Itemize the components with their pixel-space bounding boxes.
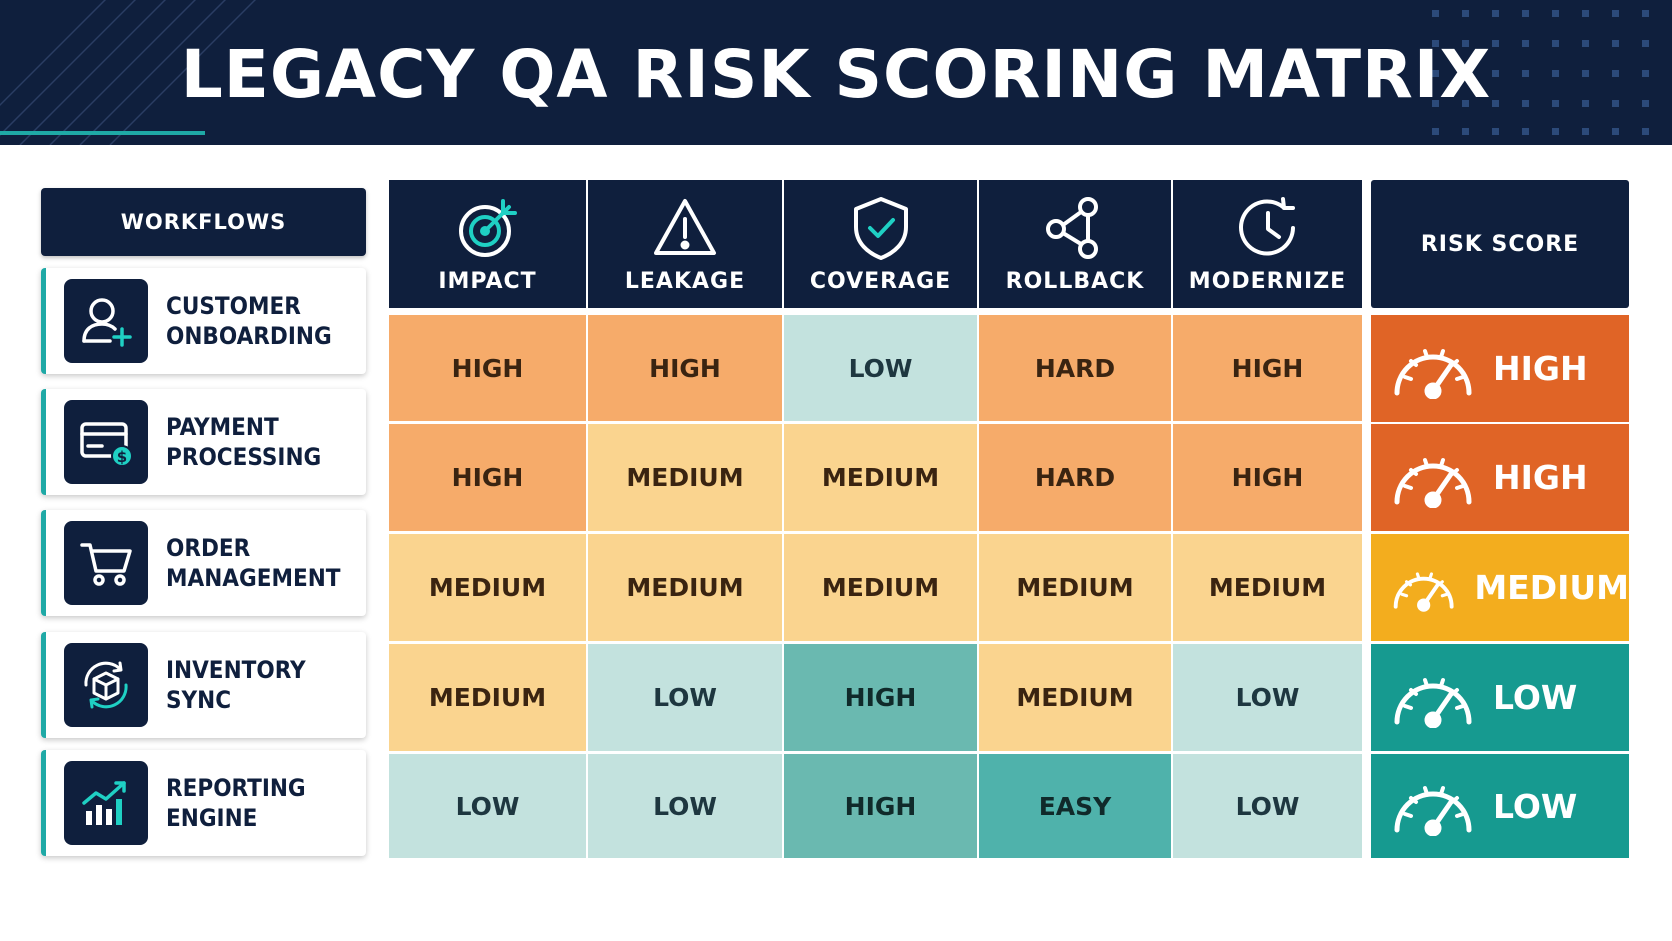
user-add-icon [64, 279, 148, 363]
column-label: MODERNIZE [1188, 269, 1347, 294]
gauge-icon [1394, 457, 1472, 508]
share-nodes-icon [1046, 197, 1098, 259]
workflow-label: INVENTORY SYNC [166, 656, 306, 714]
matrix-cell-r1-modernize: HIGH [1173, 315, 1362, 421]
banner-stripes-decoration [0, 0, 257, 145]
page-title: LEGACY QA RISK SCORING MATRIX [180, 36, 1492, 113]
gauge-icon [1394, 348, 1472, 399]
workflow-card-customer-onboarding: CUSTOMER ONBOARDING [41, 268, 366, 374]
workflow-label: CUSTOMER ONBOARDING [166, 292, 332, 350]
shield-check-icon [853, 197, 908, 260]
matrix-cell-r5-rollback: EASY [979, 754, 1171, 858]
risk-score-row3: MEDIUM [1371, 534, 1629, 641]
workflow-label: ORDER MANAGEMENT [166, 534, 341, 592]
column-header-impact: IMPACT [389, 180, 586, 308]
workflow-card-inventory-sync: INVENTORY SYNC [41, 632, 366, 738]
matrix-cell-r4-impact: MEDIUM [389, 644, 586, 751]
credit-card-dollar-icon: $ [64, 400, 148, 484]
svg-text:$: $ [117, 448, 127, 466]
matrix-cell-r2-modernize: HIGH [1173, 424, 1362, 531]
matrix-cell-r1-rollback: HARD [979, 315, 1171, 421]
matrix-cell-r1-impact: HIGH [389, 315, 586, 421]
title-banner: LEGACY QA RISK SCORING MATRIX [0, 0, 1672, 145]
matrix-cell-r5-modernize: LOW [1173, 754, 1362, 858]
matrix-cell-r3-impact: MEDIUM [389, 534, 586, 641]
shopping-cart-icon [64, 521, 148, 605]
cube-sync-icon [64, 643, 148, 727]
matrix-cell-r2-leakage: MEDIUM [588, 424, 782, 531]
risk-score-value: LOW [1493, 678, 1578, 717]
bar-chart-trend-icon [64, 761, 148, 845]
workflow-label: PAYMENT PROCESSING [166, 413, 322, 471]
matrix-cell-r3-rollback: MEDIUM [979, 534, 1171, 641]
column-label: LEAKAGE [624, 269, 746, 294]
risk-score-value: MEDIUM [1474, 568, 1629, 607]
risk-score-value: HIGH [1493, 458, 1588, 497]
matrix-cell-r1-coverage: LOW [784, 315, 977, 421]
gauge-icon [1393, 571, 1454, 612]
risk-score-value: HIGH [1493, 349, 1588, 388]
risk-score-value: LOW [1493, 786, 1578, 826]
workflow-card-reporting-engine: REPORTING ENGINE [41, 750, 366, 856]
matrix-cell-r1-leakage: HIGH [588, 315, 782, 421]
column-label: IMPACT [438, 269, 537, 294]
matrix-cell-r3-modernize: MEDIUM [1173, 534, 1362, 641]
risk-score-row4: LOW [1371, 644, 1629, 751]
banner-dots-decoration [1432, 10, 1649, 135]
matrix-cell-r2-rollback: HARD [979, 424, 1171, 531]
matrix-cell-r4-rollback: MEDIUM [979, 644, 1171, 751]
banner-accent-line [0, 131, 205, 135]
warning-triangle-icon [654, 199, 716, 255]
workflow-label: REPORTING ENGINE [166, 774, 306, 832]
matrix-cell-r3-coverage: MEDIUM [784, 534, 977, 641]
risk-score-row1: HIGH [1371, 315, 1629, 422]
workflow-card-order-management: ORDER MANAGEMENT [41, 510, 366, 616]
matrix-cell-r4-modernize: LOW [1173, 644, 1362, 751]
matrix-cell-r5-impact: LOW [389, 754, 586, 858]
gauge-icon [1394, 677, 1472, 728]
matrix-cell-r4-coverage: HIGH [784, 644, 977, 751]
column-label: ROLLBACK [1005, 269, 1145, 294]
risk-score-row2: HIGH [1371, 424, 1629, 531]
gauge-icon [1394, 786, 1472, 836]
column-header-modernize: MODERNIZE [1173, 180, 1362, 308]
risk-score-header: RISK SCORE [1371, 180, 1629, 308]
matrix-cell-r2-coverage: MEDIUM [784, 424, 977, 531]
risk-score-row5: LOW [1371, 754, 1629, 858]
column-header-leakage: LEAKAGE [588, 180, 782, 308]
matrix-cell-r5-coverage: HIGH [784, 754, 977, 858]
matrix-cell-r2-impact: HIGH [389, 424, 586, 531]
column-label: COVERAGE [809, 269, 952, 294]
workflows-header: WORKFLOWS [41, 188, 366, 256]
target-icon [458, 199, 517, 257]
column-header-coverage: COVERAGE [784, 180, 977, 308]
clock-refresh-icon [1238, 197, 1295, 256]
matrix-cell-r5-leakage: LOW [588, 754, 782, 858]
matrix-cell-r4-leakage: LOW [588, 644, 782, 751]
workflow-card-payment-processing: $ PAYMENT PROCESSING [41, 389, 366, 495]
column-header-rollback: ROLLBACK [979, 180, 1171, 308]
matrix-cell-r3-leakage: MEDIUM [588, 534, 782, 641]
